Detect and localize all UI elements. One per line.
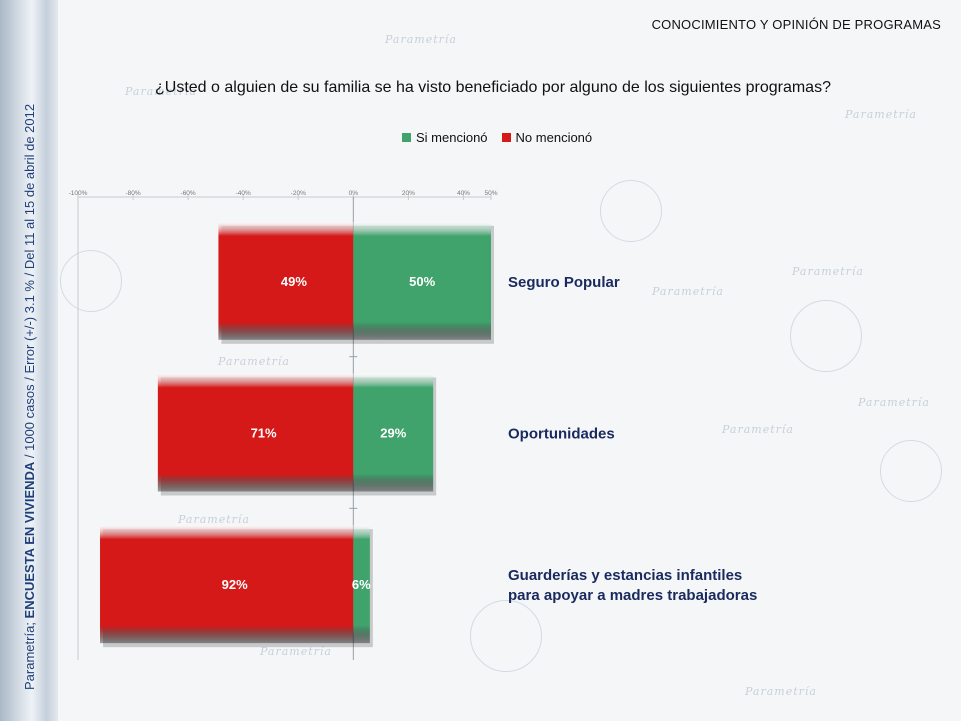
watermark-circle xyxy=(600,180,662,242)
watermark-text: Parametría xyxy=(845,108,917,121)
watermark-circle xyxy=(790,300,862,372)
x-axis-tick-label: 20% xyxy=(402,190,415,197)
bar-si-mencion xyxy=(353,525,370,644)
data-label-yes: 50% xyxy=(409,274,435,289)
watermark-text: Parametría xyxy=(792,265,864,278)
watermark-text: Parametría xyxy=(385,33,457,46)
data-label-no: 71% xyxy=(251,426,277,441)
watermark-circle xyxy=(60,250,122,312)
section-title: CONOCIMIENTO Y OPINIÓN DE PROGRAMAS xyxy=(651,17,941,32)
watermark-circle xyxy=(880,440,942,502)
x-axis-tick-label: 40% xyxy=(457,190,470,197)
watermark-text: Parametría xyxy=(745,685,817,698)
bar-no-mencion xyxy=(218,221,354,340)
chart-legend: Si mencionó No mencionó xyxy=(402,130,592,145)
bar-si-mencion xyxy=(353,221,491,340)
category-label: Oportunidades xyxy=(508,426,615,443)
x-axis-tick-label: -80% xyxy=(125,190,140,197)
watermark-text: Parametría xyxy=(178,513,250,526)
bar-no-mencion xyxy=(100,525,354,644)
x-axis-tick-label: 0% xyxy=(349,190,359,197)
legend-label-no: No mencionó xyxy=(515,130,593,145)
legend-swatch-no xyxy=(501,133,511,142)
bar-no-mencion xyxy=(157,373,354,492)
category-label: Seguro Popular xyxy=(508,274,620,291)
question-title: ¿Usted o alguien de su familia se ha vis… xyxy=(155,79,831,96)
decorative-side-strip xyxy=(0,0,58,721)
x-axis-tick-label: -60% xyxy=(181,190,196,197)
data-label-no: 92% xyxy=(222,577,248,592)
watermark-text: Parametría xyxy=(125,85,197,98)
data-label-yes: 6% xyxy=(352,577,371,592)
category-label: Guarderías y estancias infantiles xyxy=(508,567,742,584)
watermark-circle xyxy=(470,600,542,672)
data-label-yes: 29% xyxy=(380,426,406,441)
legend-item-yes: Si mencionó xyxy=(402,130,488,145)
legend-item-no: No mencionó xyxy=(501,130,593,145)
watermark-text: Parametría xyxy=(218,355,290,368)
legend-label-yes: Si mencionó xyxy=(416,130,488,145)
watermark-text: Parametría xyxy=(722,423,794,436)
bar-si-mencion xyxy=(353,373,434,492)
x-axis-tick-label: -40% xyxy=(236,190,251,197)
watermark-text: Parametría xyxy=(652,285,724,298)
data-label-no: 49% xyxy=(281,274,307,289)
x-axis-tick-label: -100% xyxy=(69,190,88,197)
x-axis-tick-label: 50% xyxy=(484,190,497,197)
legend-swatch-yes xyxy=(402,133,411,142)
x-axis-tick-label: -20% xyxy=(291,190,306,197)
watermark-text: Parametría xyxy=(858,396,930,409)
category-label: para apoyar a madres trabajadoras xyxy=(508,587,757,604)
watermark-text: Parametría xyxy=(260,645,332,658)
